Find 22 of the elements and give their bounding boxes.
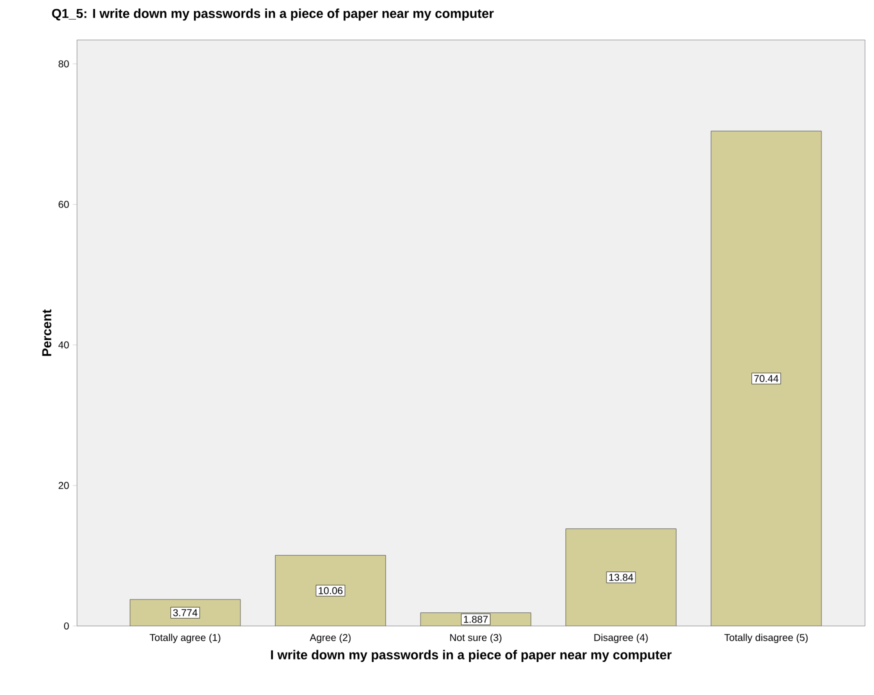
bar [130, 599, 241, 626]
bar [710, 130, 822, 626]
data-label: 10.06 [318, 587, 343, 594]
x-tick-label: Disagree (4) [594, 634, 648, 644]
x-tick-label: Totally disagree (5) [724, 634, 808, 644]
bar [566, 528, 676, 626]
y-tick-label: 60 [58, 200, 69, 208]
bar [275, 555, 386, 626]
data-label: 70.44 [754, 374, 778, 382]
data-label: 13.84 [609, 574, 634, 581]
x-tick-label: Totally agree (1) [150, 634, 220, 644]
y-tick-label: 80 [58, 60, 69, 68]
chart-title: Q1_5: I write down my passwords in a piece of paper near my computer [52, 8, 494, 21]
y-axis-title: Percent [42, 309, 52, 356]
x-tick-label: Not sure (3) [450, 634, 502, 644]
x-axis-title: I write down my passwords in a piece of paper near my computer [271, 650, 672, 662]
y-tick-label: 0 [64, 622, 69, 630]
y-tick-label: 40 [58, 341, 69, 348]
data-label: 1.887 [464, 616, 488, 623]
data-label: 3.774 [173, 609, 198, 616]
y-tick-label: 20 [58, 482, 69, 489]
x-tick-label: Agree (2) [310, 634, 351, 644]
